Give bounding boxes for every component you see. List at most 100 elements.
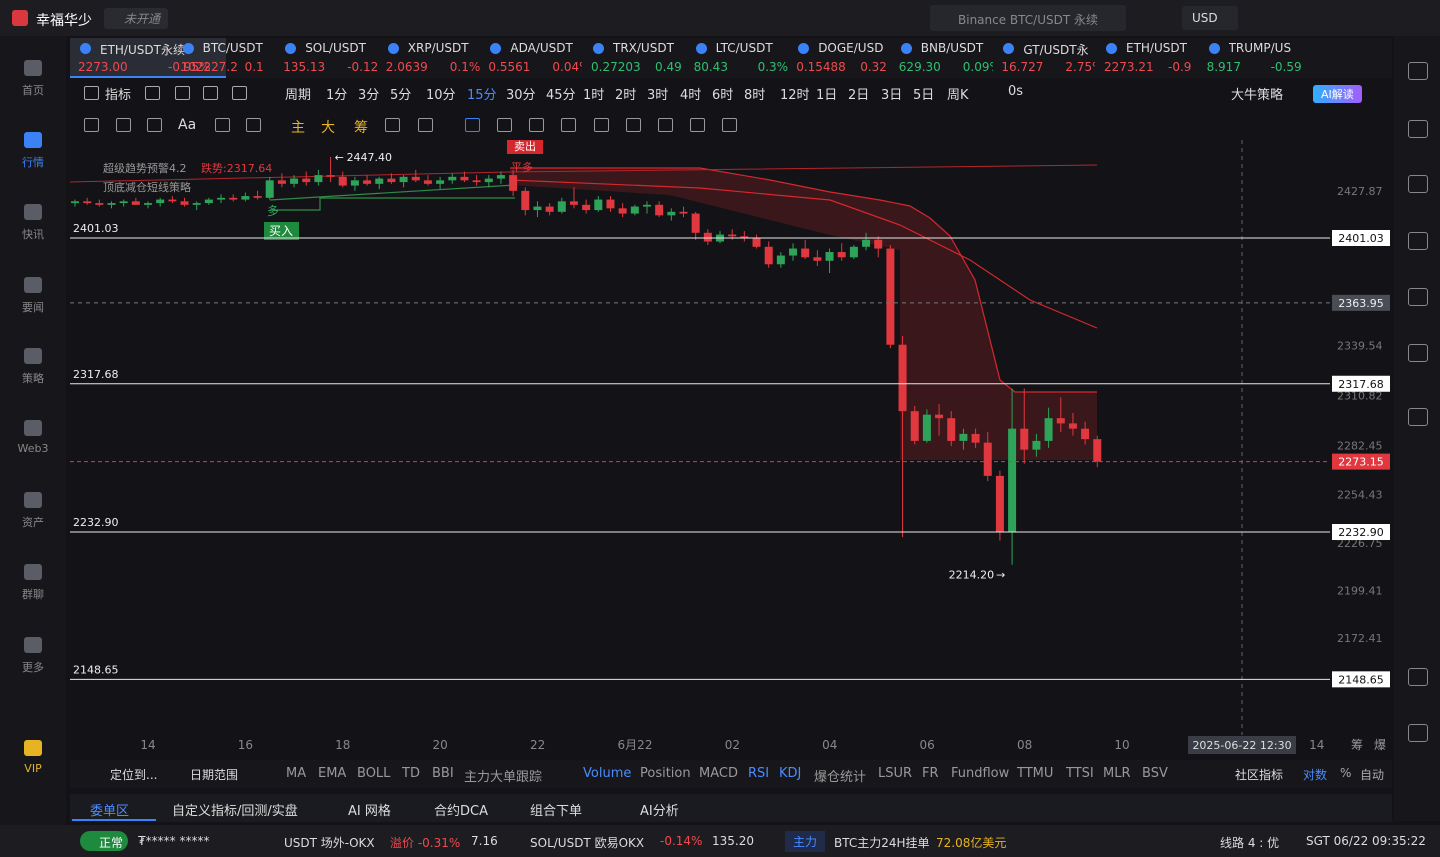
log-toggle[interactable]: 对数 <box>1303 768 1328 782</box>
tab-icon[interactable] <box>1106 43 1117 54</box>
indicator-item[interactable]: TD <box>402 766 420 781</box>
toolbar-item[interactable]: AI解读 <box>1313 85 1362 103</box>
tool-icon[interactable] <box>561 118 576 132</box>
tab-name[interactable]: DOGE/USD <box>818 41 884 55</box>
tab-name[interactable]: BTC/USDT <box>202 41 263 55</box>
date-range[interactable]: 日期范围 <box>190 768 239 782</box>
toolbar-item[interactable]: 5日 <box>913 88 935 103</box>
tool-icon[interactable] <box>465 118 480 132</box>
axis-tool[interactable]: 筹 <box>1351 738 1363 752</box>
drawing-tool[interactable]: 大 <box>321 120 335 136</box>
indicator-item[interactable]: TTMU <box>1017 766 1054 781</box>
toolbar-item[interactable]: 4时 <box>680 88 702 103</box>
bottom-tab[interactable]: 自定义指标/回测/实盘 <box>172 804 298 819</box>
nav-item[interactable]: 要闻 <box>22 301 44 314</box>
drawing-tool[interactable]: 主 <box>291 120 305 136</box>
indicator-item[interactable]: TTSI <box>1066 766 1094 781</box>
bottom-tab[interactable]: AI分析 <box>640 804 679 819</box>
active-tab[interactable] <box>70 38 226 78</box>
tab-name[interactable]: BNB/USDT <box>920 41 984 55</box>
tool-icon[interactable] <box>418 118 433 132</box>
nav-icon[interactable] <box>24 564 42 580</box>
toolbar-item[interactable]: 12时 <box>780 88 810 103</box>
toolbar-icon[interactable] <box>203 86 218 100</box>
tool-icon[interactable] <box>529 118 544 132</box>
nav-icon[interactable] <box>24 60 42 76</box>
toolbar-item[interactable]: 30分 <box>506 88 536 103</box>
drawing-tool[interactable]: Aa <box>178 117 197 133</box>
sidebar-icon[interactable] <box>1408 175 1428 193</box>
tool-icon[interactable] <box>658 118 673 132</box>
nav-item[interactable]: 群聊 <box>22 588 44 601</box>
bottom-tab[interactable]: 组合下单 <box>530 804 583 819</box>
bottom-tab[interactable]: 合约DCA <box>434 804 488 819</box>
tool-icon[interactable] <box>84 118 99 132</box>
tab-icon[interactable] <box>285 43 297 54</box>
community-indicators[interactable]: 社区指标 <box>1235 768 1284 782</box>
sidebar-icon[interactable] <box>1408 232 1428 250</box>
tab-name[interactable]: ETH/USDT <box>1126 41 1187 55</box>
sidebar-icon[interactable] <box>1408 288 1428 306</box>
indicator-item[interactable]: BBI <box>432 766 454 781</box>
toolbar-icon[interactable] <box>84 86 99 100</box>
toolbar-icon[interactable] <box>175 86 190 100</box>
currency-select[interactable] <box>1182 6 1238 30</box>
tab-icon[interactable] <box>900 43 912 54</box>
tab-icon[interactable] <box>80 43 91 54</box>
tab-name[interactable]: TRX/USDT <box>613 41 674 55</box>
nav-item[interactable]: 资产 <box>22 516 44 529</box>
tab-name[interactable]: LTC/USDT <box>715 41 773 55</box>
tool-icon[interactable] <box>626 118 641 132</box>
tool-icon[interactable] <box>594 118 609 132</box>
toolbar-icon[interactable] <box>232 86 247 100</box>
tab-icon[interactable] <box>695 43 707 54</box>
tab-name[interactable]: ETH/USDT永续 <box>100 43 185 57</box>
axis-tool[interactable]: 爆 <box>1374 738 1386 752</box>
tab-name[interactable]: ADA/USDT <box>510 41 573 55</box>
toolbar-item[interactable]: 15分 <box>467 88 497 103</box>
nav-item[interactable]: 首页 <box>22 84 44 97</box>
toolbar-item[interactable]: 1日 <box>816 88 838 103</box>
nav-icon[interactable] <box>24 740 42 756</box>
indicator-item[interactable]: LSUR <box>878 766 913 781</box>
tool-icon[interactable] <box>116 118 131 132</box>
indicator-item[interactable]: FR <box>922 766 939 781</box>
indicator-item[interactable]: MACD <box>699 766 738 781</box>
sidebar-icon[interactable] <box>1408 408 1428 426</box>
toolbar-item[interactable]: 3分 <box>358 88 380 103</box>
indicator-item[interactable]: 爆仓统计 <box>814 770 867 785</box>
indicator-item[interactable]: BOLL <box>357 766 391 781</box>
sidebar-icon[interactable] <box>1408 62 1428 80</box>
toolbar-item[interactable]: 10分 <box>426 88 456 103</box>
nav-item[interactable]: 策略 <box>22 372 44 385</box>
tab-icon[interactable] <box>593 43 604 54</box>
sidebar-icon[interactable] <box>1408 668 1428 686</box>
tab-name[interactable]: TRUMP/US <box>1228 41 1292 55</box>
nav-icon[interactable] <box>24 132 42 148</box>
toolbar-item[interactable]: 8时 <box>744 88 766 103</box>
toolbar-item[interactable]: 45分 <box>546 88 576 103</box>
auto-toggle[interactable]: 自动 <box>1360 768 1385 782</box>
tool-icon[interactable] <box>497 118 512 132</box>
indicator-item[interactable]: 主力大单跟踪 <box>464 770 543 785</box>
tab-name[interactable]: XRP/USDT <box>407 41 469 55</box>
tool-icon[interactable] <box>690 118 705 132</box>
percent-toggle[interactable]: % <box>1340 766 1352 780</box>
tool-icon[interactable] <box>246 118 261 132</box>
sidebar-icon[interactable] <box>1408 724 1428 742</box>
tab-icon[interactable] <box>1208 43 1220 54</box>
nav-item[interactable]: Web3 <box>17 442 49 455</box>
toolbar-item[interactable]: 0s <box>1008 84 1024 99</box>
indicator-item[interactable]: Fundflow <box>951 766 1010 781</box>
indicator-item[interactable]: MA <box>286 766 307 781</box>
toolbar-item[interactable]: 周K <box>947 88 969 103</box>
bottom-tab[interactable]: 委单区 <box>90 804 130 819</box>
nav-icon[interactable] <box>24 204 42 220</box>
toolbar-item[interactable]: 5分 <box>390 88 412 103</box>
nav-icon[interactable] <box>24 637 42 653</box>
toolbar-item[interactable]: 大牛策略 <box>1231 88 1284 103</box>
indicator-item[interactable]: EMA <box>318 766 347 781</box>
search-box[interactable] <box>930 5 1126 31</box>
tool-icon[interactable] <box>385 118 400 132</box>
indicator-item[interactable]: KDJ <box>779 766 802 781</box>
